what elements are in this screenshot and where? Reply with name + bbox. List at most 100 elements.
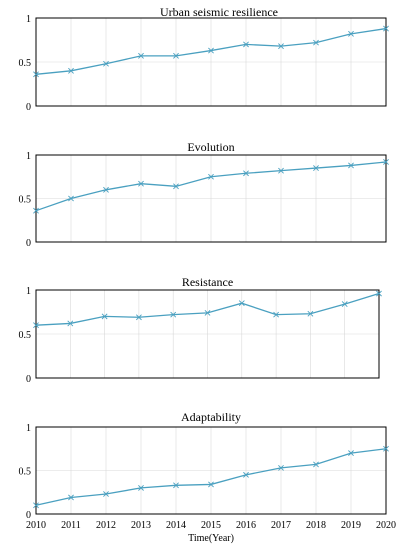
data-point-marker xyxy=(307,310,314,317)
x-tick-label: 2013 xyxy=(131,520,151,531)
data-point xyxy=(33,71,39,78)
data-point-marker xyxy=(103,186,109,193)
data-point xyxy=(138,484,144,491)
data-point-marker xyxy=(138,180,144,187)
data-point-marker xyxy=(383,25,389,32)
y-tick-label: 1 xyxy=(26,423,31,434)
data-point xyxy=(173,183,179,190)
plot-frame xyxy=(35,289,380,379)
data-point-marker xyxy=(68,494,74,501)
data-point xyxy=(68,67,74,74)
data-point xyxy=(383,25,389,32)
data-point xyxy=(173,52,179,59)
chart-title: Resistance xyxy=(182,275,233,289)
data-point-marker xyxy=(138,52,144,59)
data-point-marker xyxy=(341,301,348,307)
data-point xyxy=(313,461,319,468)
data-point-marker xyxy=(313,461,319,468)
data-point xyxy=(383,159,389,165)
plot-frame xyxy=(35,154,387,243)
data-point xyxy=(33,502,39,509)
data-point-marker xyxy=(243,170,249,177)
data-point xyxy=(135,314,142,321)
y-tick-label: 0.5 xyxy=(19,467,32,478)
x-tick-label: 2015 xyxy=(201,520,221,531)
data-point-marker xyxy=(238,300,245,307)
data-point xyxy=(33,322,39,329)
data-point-marker xyxy=(208,481,214,488)
data-point-marker xyxy=(348,30,354,37)
data-point-marker xyxy=(138,484,144,491)
y-tick-label: 0 xyxy=(26,102,31,113)
data-point xyxy=(204,309,211,316)
data-point xyxy=(348,450,354,457)
data-point xyxy=(238,300,245,307)
y-tick-label: 1 xyxy=(26,151,31,162)
plot-frame xyxy=(35,426,387,515)
data-point-marker xyxy=(173,183,179,190)
data-point-marker xyxy=(278,43,284,50)
data-point xyxy=(173,482,179,489)
data-point-marker xyxy=(135,314,142,321)
data-point xyxy=(341,301,348,307)
chart-panel-1: Urban seismic resilience 0 0.5 1 xyxy=(19,5,389,113)
x-tick-label: 2011 xyxy=(61,520,81,531)
data-point xyxy=(67,320,74,327)
data-point xyxy=(68,494,74,501)
data-point xyxy=(103,491,109,497)
data-point xyxy=(170,311,177,318)
chart-panel-4: Adaptability 0 0.5 1 2010 2011 2012 2013 2014 201… xyxy=(19,410,397,544)
data-point xyxy=(278,43,284,50)
data-point xyxy=(243,41,249,48)
data-point-marker xyxy=(170,311,177,318)
data-point xyxy=(313,39,319,46)
data-point xyxy=(273,311,280,318)
data-point-marker xyxy=(173,482,179,489)
data-point-marker xyxy=(33,207,39,214)
data-point-marker xyxy=(208,47,214,54)
data-point xyxy=(208,173,214,180)
x-tick-label: 2010 xyxy=(26,520,46,531)
data-point-marker xyxy=(67,320,74,327)
y-tick-label: 0 xyxy=(26,374,31,385)
data-point-marker xyxy=(103,60,109,67)
data-point-marker xyxy=(348,450,354,457)
data-point-marker xyxy=(101,313,108,320)
data-point-marker xyxy=(208,173,214,180)
data-point xyxy=(243,471,249,478)
data-point-marker xyxy=(313,165,319,171)
data-point-marker xyxy=(173,52,179,59)
x-axis-label: Time(Year) xyxy=(188,533,234,544)
plot-frame xyxy=(35,17,387,107)
x-tick-label: 2017 xyxy=(271,520,291,531)
x-tick-label: 2020 xyxy=(376,520,396,531)
data-point-marker xyxy=(33,71,39,78)
data-point-marker xyxy=(313,39,319,46)
data-point-marker xyxy=(273,311,280,318)
y-tick-label: 0.5 xyxy=(19,330,32,341)
chart-title: Urban seismic resilience xyxy=(160,5,278,19)
x-tick-label: 2019 xyxy=(341,520,361,531)
y-tick-label: 0 xyxy=(26,238,31,249)
x-tick-label: 2016 xyxy=(236,520,256,531)
data-point-marker xyxy=(278,167,284,174)
y-tick-label: 1 xyxy=(26,14,31,25)
data-point xyxy=(103,186,109,193)
data-point xyxy=(278,464,284,471)
data-point-marker xyxy=(243,41,249,48)
data-point-marker xyxy=(348,162,354,169)
data-point-marker xyxy=(33,322,39,329)
data-point-marker xyxy=(383,159,389,165)
data-point xyxy=(278,167,284,174)
data-point-marker xyxy=(376,290,382,297)
data-point xyxy=(383,445,389,452)
chart-panel-3: Resistance 0 0.5 1 xyxy=(19,275,382,385)
data-point xyxy=(376,290,382,297)
data-point-marker xyxy=(68,195,74,202)
y-tick-label: 0 xyxy=(26,510,31,521)
y-tick-label: 0.5 xyxy=(19,58,32,69)
data-point xyxy=(138,52,144,59)
data-point xyxy=(33,207,39,214)
y-tick-label: 1 xyxy=(26,286,31,297)
